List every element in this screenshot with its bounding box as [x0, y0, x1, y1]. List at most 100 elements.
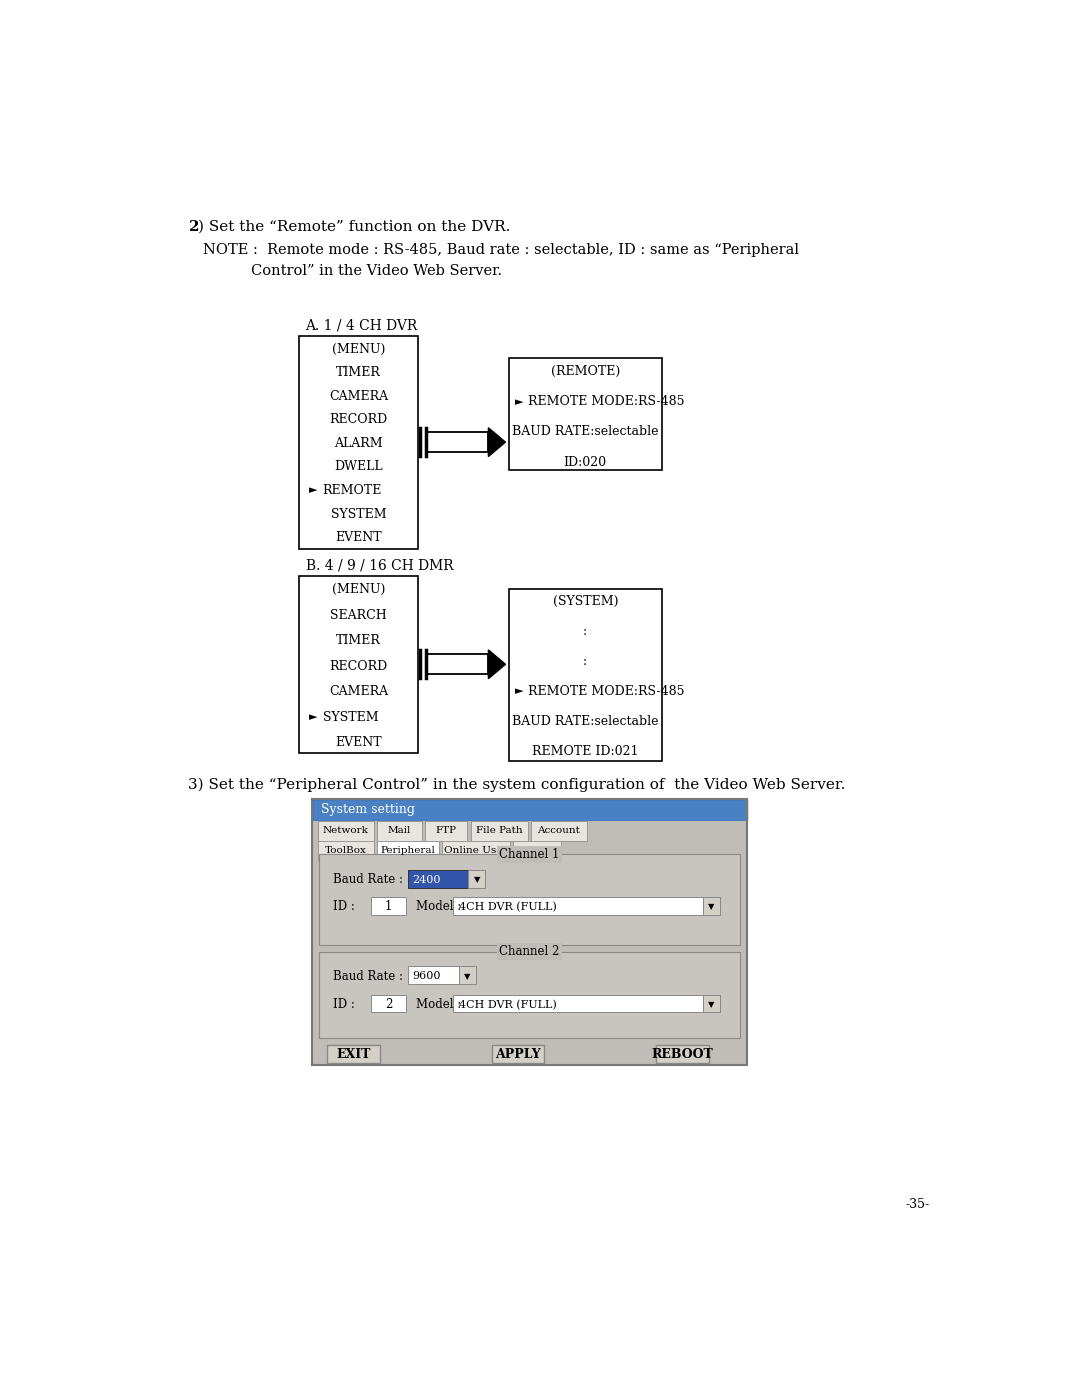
Text: BAUD RATE:selectable: BAUD RATE:selectable — [512, 715, 659, 728]
Text: :: : — [583, 624, 588, 637]
Bar — [318, 820, 374, 841]
Text: ▼: ▼ — [473, 876, 480, 884]
Bar — [408, 967, 459, 983]
Text: Alarm: Alarm — [522, 847, 553, 855]
Text: DWELL: DWELL — [335, 461, 383, 474]
Bar — [299, 576, 418, 753]
Text: Model :: Model : — [416, 997, 461, 1011]
Bar — [372, 897, 406, 915]
Text: System setting: System setting — [321, 803, 415, 816]
Text: (MENU): (MENU) — [332, 583, 386, 597]
Text: EVENT: EVENT — [335, 736, 382, 749]
Text: REMOTE ID:021: REMOTE ID:021 — [532, 745, 638, 757]
Text: ID :: ID : — [334, 997, 355, 1011]
Text: Channel 2: Channel 2 — [499, 944, 559, 958]
Bar — [320, 855, 740, 946]
Text: 3) Set the “Peripheral Control” in the system configuration of  the Video Web Se: 3) Set the “Peripheral Control” in the s… — [188, 778, 845, 792]
Text: Network: Network — [323, 826, 368, 835]
Text: RECORD: RECORD — [329, 414, 388, 426]
Text: Mail: Mail — [388, 826, 411, 835]
Text: -35-: -35- — [906, 1199, 930, 1211]
Bar — [471, 820, 528, 841]
Bar — [318, 841, 374, 861]
Bar — [703, 995, 720, 1013]
Text: ►: ► — [309, 486, 318, 496]
Bar — [509, 588, 662, 760]
Bar — [703, 897, 720, 915]
Text: BAUD RATE:selectable: BAUD RATE:selectable — [512, 426, 659, 439]
Text: ►: ► — [515, 686, 523, 696]
Text: ID :: ID : — [334, 900, 355, 914]
Bar — [377, 841, 438, 861]
Text: 2: 2 — [189, 219, 200, 235]
Text: REMOTE MODE:RS-485: REMOTE MODE:RS-485 — [528, 685, 685, 697]
Text: TIMER: TIMER — [336, 634, 381, 647]
Text: FTP: FTP — [435, 826, 457, 835]
Text: ▼: ▼ — [708, 1000, 715, 1009]
Text: ) Set the “Remote” function on the DVR.: ) Set the “Remote” function on the DVR. — [198, 219, 510, 235]
Bar — [513, 841, 562, 861]
Text: REMOTE: REMOTE — [323, 483, 382, 497]
Text: File Path: File Path — [476, 826, 523, 835]
Text: SYSTEM: SYSTEM — [323, 711, 378, 724]
Text: (SYSTEM): (SYSTEM) — [553, 595, 618, 608]
Text: Baud Rate :: Baud Rate : — [334, 873, 404, 886]
Text: APPLY: APPLY — [495, 1048, 541, 1060]
Text: NOTE :  Remote mode : RS-485, Baud rate : selectable, ID : same as “Peripheral: NOTE : Remote mode : RS-485, Baud rate :… — [203, 243, 799, 257]
Text: CAMERA: CAMERA — [329, 390, 388, 402]
Text: REBOOT: REBOOT — [651, 1048, 713, 1060]
Text: Online User: Online User — [444, 847, 508, 855]
Text: ►: ► — [309, 712, 318, 722]
Bar — [327, 1045, 380, 1063]
Text: ToolBox: ToolBox — [325, 847, 367, 855]
Text: (MENU): (MENU) — [332, 342, 386, 356]
Bar — [372, 995, 406, 1013]
Bar — [509, 358, 662, 471]
Bar — [469, 870, 485, 887]
Text: TIMER: TIMER — [336, 366, 381, 380]
Text: RECORD: RECORD — [329, 659, 388, 673]
Text: Control” in the Video Web Server.: Control” in the Video Web Server. — [252, 264, 502, 278]
Text: Model :: Model : — [416, 900, 461, 914]
Bar — [453, 995, 720, 1013]
Text: A. 1 / 4 CH DVR: A. 1 / 4 CH DVR — [306, 319, 418, 332]
Bar — [299, 335, 418, 549]
Text: REMOTE MODE:RS-485: REMOTE MODE:RS-485 — [528, 395, 685, 408]
Text: 4CH DVR (FULL): 4CH DVR (FULL) — [459, 901, 556, 912]
Bar — [442, 841, 510, 861]
Bar — [408, 870, 469, 887]
Bar — [377, 820, 422, 841]
Text: CAMERA: CAMERA — [329, 685, 388, 698]
Text: Peripheral: Peripheral — [380, 847, 435, 855]
Text: B. 4 / 9 / 16 CH DMR: B. 4 / 9 / 16 CH DMR — [306, 559, 454, 573]
Bar — [459, 967, 476, 983]
Text: SEARCH: SEARCH — [330, 609, 387, 622]
Polygon shape — [488, 650, 505, 679]
Text: Channel 1: Channel 1 — [499, 848, 559, 861]
Bar — [424, 820, 468, 841]
Bar — [312, 799, 747, 1065]
Bar — [531, 820, 586, 841]
Bar — [320, 861, 740, 1031]
Text: (REMOTE): (REMOTE) — [551, 365, 620, 379]
Text: ▼: ▼ — [708, 902, 715, 911]
Text: 2400: 2400 — [413, 875, 441, 884]
Bar — [427, 432, 488, 453]
Bar — [491, 1045, 544, 1063]
Text: 2: 2 — [386, 997, 392, 1011]
Bar — [656, 1045, 708, 1063]
Text: ALARM: ALARM — [335, 437, 383, 450]
Bar — [427, 654, 488, 675]
Text: SYSTEM: SYSTEM — [330, 507, 387, 521]
Text: 1: 1 — [386, 900, 392, 914]
Bar — [312, 820, 747, 1065]
Text: ID:020: ID:020 — [564, 455, 607, 468]
Text: Baud Rate :: Baud Rate : — [334, 970, 404, 982]
Text: EXIT: EXIT — [336, 1048, 370, 1060]
Text: ▼: ▼ — [464, 972, 471, 981]
Text: ►: ► — [515, 397, 523, 407]
Polygon shape — [488, 427, 505, 457]
Text: 4CH DVR (FULL): 4CH DVR (FULL) — [459, 999, 556, 1010]
Text: 9600: 9600 — [413, 971, 441, 981]
Bar — [320, 951, 740, 1038]
